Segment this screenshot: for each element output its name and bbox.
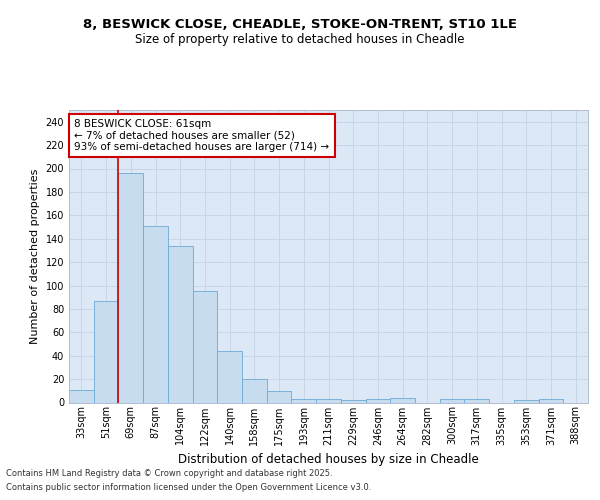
Bar — [94, 300, 118, 402]
Text: Contains HM Land Registry data © Crown copyright and database right 2025.: Contains HM Land Registry data © Crown c… — [6, 468, 332, 477]
Bar — [514, 400, 539, 402]
Text: Size of property relative to detached houses in Cheadle: Size of property relative to detached ho… — [135, 32, 465, 46]
X-axis label: Distribution of detached houses by size in Cheadle: Distribution of detached houses by size … — [178, 453, 479, 466]
Bar — [365, 399, 390, 402]
Bar — [242, 379, 267, 402]
Text: 8, BESWICK CLOSE, CHEADLE, STOKE-ON-TRENT, ST10 1LE: 8, BESWICK CLOSE, CHEADLE, STOKE-ON-TREN… — [83, 18, 517, 30]
Bar — [464, 399, 489, 402]
Bar — [168, 246, 193, 402]
Bar — [316, 399, 341, 402]
Bar — [143, 226, 168, 402]
Bar — [267, 391, 292, 402]
Bar — [69, 390, 94, 402]
Bar — [193, 292, 217, 403]
Text: Contains public sector information licensed under the Open Government Licence v3: Contains public sector information licen… — [6, 484, 371, 492]
Bar — [440, 399, 464, 402]
Bar — [390, 398, 415, 402]
Bar — [341, 400, 365, 402]
Bar — [539, 399, 563, 402]
Bar — [217, 351, 242, 403]
Bar — [118, 173, 143, 402]
Bar — [292, 399, 316, 402]
Text: 8 BESWICK CLOSE: 61sqm
← 7% of detached houses are smaller (52)
93% of semi-deta: 8 BESWICK CLOSE: 61sqm ← 7% of detached … — [74, 119, 329, 152]
Y-axis label: Number of detached properties: Number of detached properties — [30, 168, 40, 344]
